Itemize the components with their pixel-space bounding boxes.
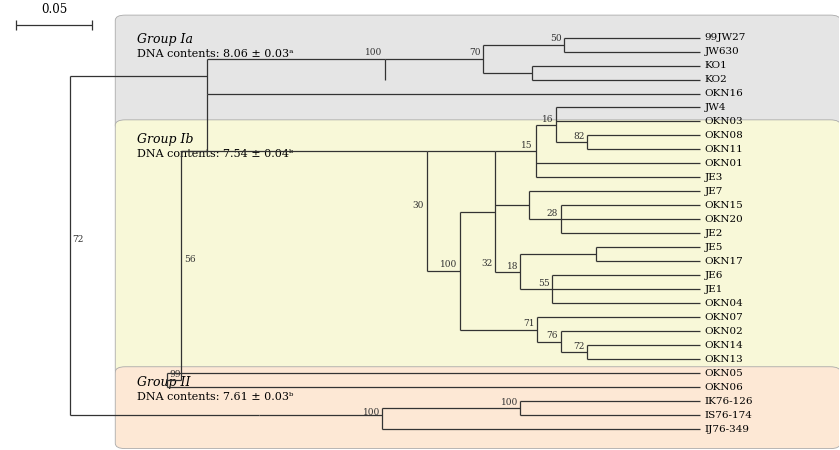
Text: OKN17: OKN17 xyxy=(705,257,743,266)
Text: 72: 72 xyxy=(574,342,585,351)
Text: JW630: JW630 xyxy=(705,47,739,56)
Text: OKN04: OKN04 xyxy=(705,299,743,308)
Text: IS76-174: IS76-174 xyxy=(705,411,753,420)
Text: 100: 100 xyxy=(365,48,382,57)
Text: JE1: JE1 xyxy=(705,285,723,294)
Text: JE6: JE6 xyxy=(705,271,723,280)
Text: OKN08: OKN08 xyxy=(705,131,743,140)
Text: 50: 50 xyxy=(550,34,561,43)
Text: Group Ia: Group Ia xyxy=(137,33,193,46)
Text: KO1: KO1 xyxy=(705,61,727,70)
Text: 99JW27: 99JW27 xyxy=(705,33,746,42)
Text: 30: 30 xyxy=(412,201,424,210)
Text: OKN16: OKN16 xyxy=(705,89,743,98)
Text: OKN02: OKN02 xyxy=(705,327,743,336)
Text: 71: 71 xyxy=(523,319,535,328)
Text: 16: 16 xyxy=(542,115,553,124)
Text: 100: 100 xyxy=(501,398,518,407)
Text: OKN11: OKN11 xyxy=(705,145,743,154)
Text: 15: 15 xyxy=(522,141,533,150)
FancyBboxPatch shape xyxy=(115,367,840,449)
Text: OKN06: OKN06 xyxy=(705,383,743,392)
Text: 76: 76 xyxy=(547,332,558,341)
Text: 72: 72 xyxy=(72,235,84,244)
Text: 32: 32 xyxy=(481,259,493,268)
Text: 100: 100 xyxy=(440,260,458,269)
Text: OKN01: OKN01 xyxy=(705,159,743,168)
Text: JE3: JE3 xyxy=(705,173,723,182)
Text: 56: 56 xyxy=(184,256,196,265)
Text: OKN15: OKN15 xyxy=(705,201,743,210)
Text: JE2: JE2 xyxy=(705,229,723,238)
Text: 82: 82 xyxy=(574,132,585,141)
Text: JE5: JE5 xyxy=(705,243,723,252)
Text: OKN14: OKN14 xyxy=(705,341,743,350)
Text: 100: 100 xyxy=(363,409,380,418)
FancyBboxPatch shape xyxy=(115,15,840,130)
Text: JE7: JE7 xyxy=(705,187,723,196)
Text: IK76-126: IK76-126 xyxy=(705,397,753,406)
FancyBboxPatch shape xyxy=(115,120,840,376)
Text: 55: 55 xyxy=(538,279,549,288)
Text: 70: 70 xyxy=(469,48,480,57)
Text: OKN05: OKN05 xyxy=(705,369,743,378)
Text: DNA contents: 7.61 ± 0.03ᵇ: DNA contents: 7.61 ± 0.03ᵇ xyxy=(137,392,293,402)
Text: Group II: Group II xyxy=(137,376,191,389)
Text: DNA contents: 8.06 ± 0.03ᵃ: DNA contents: 8.06 ± 0.03ᵃ xyxy=(137,50,293,59)
Text: OKN20: OKN20 xyxy=(705,215,743,224)
Text: OKN07: OKN07 xyxy=(705,313,743,322)
Text: JW4: JW4 xyxy=(705,103,726,112)
Text: IJ76-349: IJ76-349 xyxy=(705,425,749,434)
Text: 18: 18 xyxy=(507,261,518,270)
Text: 0.05: 0.05 xyxy=(41,3,67,16)
Text: KO2: KO2 xyxy=(705,75,727,84)
Text: OKN13: OKN13 xyxy=(705,355,743,364)
Text: DNA contents: 7.54 ± 0.04ᵇ: DNA contents: 7.54 ± 0.04ᵇ xyxy=(137,149,293,159)
Text: 28: 28 xyxy=(547,209,558,218)
Text: Group Ib: Group Ib xyxy=(137,133,193,146)
Text: 99: 99 xyxy=(170,370,181,379)
Text: OKN03: OKN03 xyxy=(705,117,743,126)
